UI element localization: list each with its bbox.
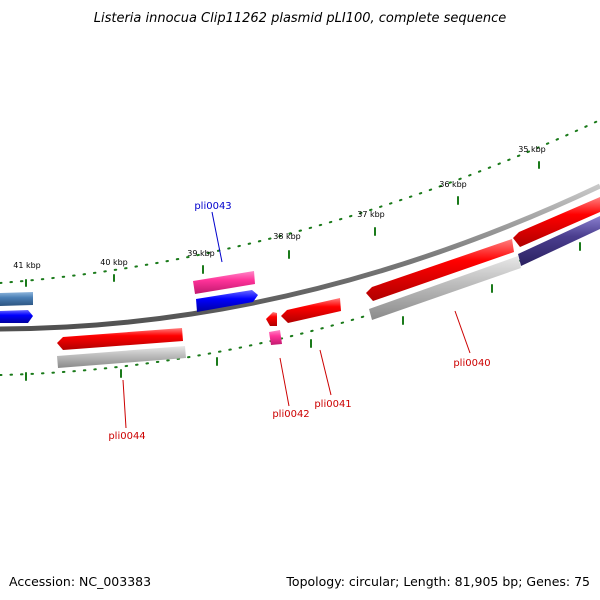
kbp-label-41: 41 kbp: [13, 261, 41, 270]
gene-feature-pli0044[interactable]: [57, 328, 183, 350]
gene-label-pli0041[interactable]: pli0041: [314, 399, 351, 410]
label-leaders: [122, 211, 471, 429]
gene-label-pli0040[interactable]: pli0040: [453, 358, 490, 369]
gene-feature-pli0042-small[interactable]: [266, 312, 277, 326]
gene-label-pli0042[interactable]: pli0042: [272, 409, 309, 420]
inner-tick-ring: [0, 224, 600, 381]
gene-labels: pli0043 pli0044 pli0042 pli0041 pli0040: [108, 201, 490, 442]
accession-text: Accession: NC_003383: [9, 574, 151, 589]
gene-feature-pink-pli0043[interactable]: [193, 271, 255, 294]
gene-feature-gray-pli0040[interactable]: [369, 256, 521, 320]
kbp-labels: 41 kbp 40 kbp 39 kbp 38 kbp 37 kbp 36 kb…: [13, 145, 546, 270]
reverse-features: [57, 216, 600, 368]
map-title: Listeria innocua Clip11262 plasmid pLI10…: [94, 11, 507, 26]
gene-feature-blue-pli0043[interactable]: [196, 290, 258, 312]
kbp-label-39: 39 kbp: [187, 249, 215, 258]
forward-features: [0, 197, 600, 326]
plasmid-backbone: [0, 183, 600, 332]
gene-label-pli0044[interactable]: pli0044: [108, 431, 145, 442]
kbp-label-35: 35 kbp: [518, 145, 546, 154]
topology-summary-text: Topology: circular; Length: 81,905 bp; G…: [285, 574, 590, 589]
outer-tick-ring: [0, 119, 600, 287]
gene-label-pli0043[interactable]: pli0043: [194, 201, 231, 212]
gene-feature-red-far-right[interactable]: [513, 197, 600, 247]
gene-feature-pink-pli0042[interactable]: [269, 330, 282, 345]
gene-feature-gray-pli0044[interactable]: [57, 346, 186, 368]
gene-feature-pli0040[interactable]: [366, 239, 514, 301]
gene-feature-steel[interactable]: [0, 292, 33, 306]
gene-feature-blue-left[interactable]: [0, 310, 33, 323]
kbp-label-36: 36 kbp: [439, 180, 467, 189]
kbp-label-38: 38 kbp: [273, 232, 301, 241]
kbp-label-37: 37 kbp: [357, 210, 385, 219]
gene-feature-navy-right[interactable]: [518, 216, 600, 266]
kbp-label-40: 40 kbp: [100, 258, 128, 267]
gene-feature-pli0041[interactable]: [281, 298, 341, 323]
